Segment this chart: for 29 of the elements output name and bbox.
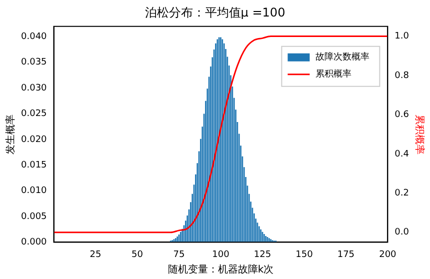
y-tick-label: 0.015: [21, 160, 47, 170]
legend-label: 故障次数概率: [316, 52, 370, 63]
y-tick-label: 0.025: [21, 109, 47, 120]
y2-tick-label: 0.0: [394, 228, 410, 238]
x-tick-label: 125: [254, 250, 272, 260]
y2-tick-label: 0.4: [394, 149, 410, 160]
x-tick-label: 25: [90, 250, 102, 260]
x-axis-title: 随机变量：机器故障k次: [168, 264, 274, 276]
legend-label: 累积概率: [316, 68, 352, 80]
y2-tick-label: 0.6: [394, 110, 410, 120]
y2-axis-title: 累积概率: [413, 114, 426, 154]
y-tick-label: 0.035: [21, 58, 47, 68]
x-tick-label: 100: [212, 250, 230, 260]
y-tick-label: 0.020: [21, 134, 48, 145]
y2-tick-label: 1.0: [394, 32, 410, 42]
x-tick-label: 50: [132, 250, 144, 260]
x-tick-label: 175: [337, 250, 355, 260]
y-tick-label: 0.005: [21, 212, 47, 222]
x-tick-label: 75: [173, 250, 185, 260]
y2-tick-label: 0.8: [394, 70, 410, 81]
x-tick-label: 150: [296, 250, 314, 260]
y-tick-label: 0.030: [21, 83, 48, 94]
y-tick-label: 0.000: [21, 238, 48, 248]
chart-title: 泊松分布：平均值μ =100: [144, 5, 286, 20]
x-tick-label: 200: [379, 250, 397, 260]
y2-tick-label: 0.2: [394, 188, 410, 198]
y-tick-label: 0.010: [21, 186, 48, 196]
y-axis-title: 发生概率: [4, 114, 17, 154]
y-tick-label: 0.040: [21, 32, 48, 42]
